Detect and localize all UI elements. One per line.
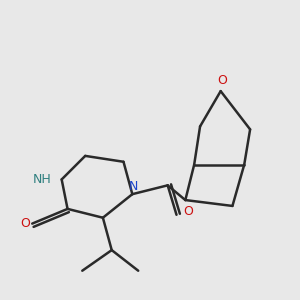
Text: O: O [217, 74, 227, 87]
Text: NH: NH [33, 173, 51, 186]
Text: N: N [129, 180, 139, 193]
Text: O: O [20, 217, 30, 230]
Text: O: O [183, 205, 193, 218]
